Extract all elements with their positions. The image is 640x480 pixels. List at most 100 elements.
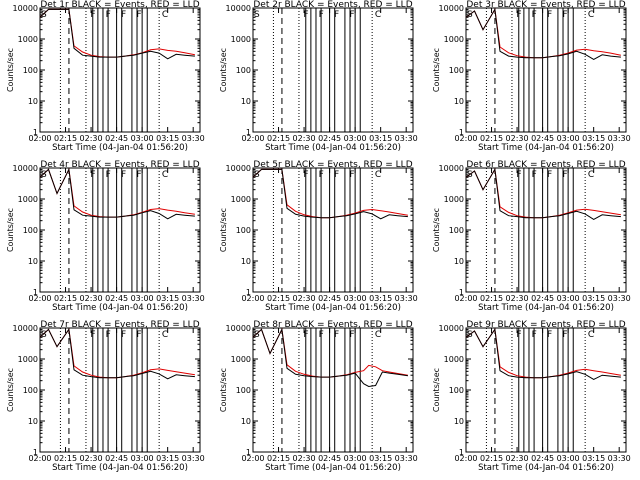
orbit-marker-label: F	[516, 10, 521, 20]
data-gap-box	[344, 167, 351, 293]
x-tick-label: 03:00	[344, 294, 367, 303]
events-rate-line	[39, 167, 195, 220]
y-tick-label: 100	[449, 386, 464, 395]
data-gap-box	[116, 7, 123, 133]
data-gap-box	[329, 7, 336, 133]
x-tick-label: 03:00	[131, 454, 154, 463]
y-tick-label: 100	[449, 226, 464, 235]
data-gap-box	[354, 327, 361, 453]
y-tick-label: 10	[454, 97, 464, 106]
y-tick-label: 10000	[13, 164, 38, 173]
x-tick-label: 02:00	[454, 134, 477, 143]
orbit-marker-label: F	[319, 170, 324, 180]
orbit-marker-label: F	[319, 330, 324, 340]
plot-frame	[252, 327, 414, 453]
orbit-marker-label: F	[334, 10, 339, 20]
y-tick-label: 10000	[13, 4, 38, 13]
panel-title: Det 1r BLACK = Events, RED = LLD	[40, 0, 199, 10]
y-tick-label: 10000	[439, 164, 464, 173]
y-tick-label: 1	[33, 128, 38, 137]
data-gap-box	[102, 327, 109, 453]
orbit-marker-label: F	[334, 330, 339, 340]
x-tick-label: 03:00	[557, 454, 580, 463]
orbit-marker-label: F	[562, 170, 567, 180]
y-tick-label: 100	[236, 386, 251, 395]
orbit-marker-label: F	[547, 10, 552, 20]
y-tick-label: 1000	[444, 355, 464, 364]
lld-rate-line	[252, 168, 408, 219]
orbit-marker-label: F	[106, 330, 111, 340]
data-gap-box	[518, 7, 525, 133]
x-tick-label: 02:30	[293, 294, 316, 303]
data-gap-box	[518, 167, 525, 293]
panel-title: Det 5r BLACK = Events, RED = LLD	[253, 160, 412, 170]
x-tick-label: 03:30	[608, 134, 631, 143]
panel-title: Det 7r BLACK = Events, RED = LLD	[40, 320, 199, 330]
x-tick-label: 03:30	[608, 454, 631, 463]
orbit-marker-label: F	[303, 330, 308, 340]
data-gap-box	[116, 167, 123, 293]
x-tick-label: 02:00	[454, 454, 477, 463]
x-tick-label: 03:15	[369, 294, 392, 303]
events-rate-line	[39, 8, 195, 60]
data-gap-box	[542, 327, 549, 453]
orbit-marker-label: C	[162, 170, 168, 180]
orbit-marker-label: S	[41, 330, 47, 340]
detector-panel-6: Det 6r BLACK = Events, RED = LLD 1 10 100 10…	[432, 160, 631, 313]
y-tick-label: 10	[454, 417, 464, 426]
y-tick-label: 1000	[18, 195, 38, 204]
orbit-marker-label: C	[588, 170, 594, 180]
orbit-marker-label: F	[136, 330, 141, 340]
x-tick-label: 03:15	[582, 294, 605, 303]
y-axis-label: Counts/sec	[432, 48, 441, 92]
data-gap-box	[315, 167, 322, 293]
x-tick-label: 03:15	[582, 134, 605, 143]
y-tick-label: 10	[454, 257, 464, 266]
data-gap-box	[131, 7, 138, 133]
x-tick-label: 02:30	[80, 454, 103, 463]
panel-title: Det 8r BLACK = Events, RED = LLD	[253, 320, 412, 330]
x-tick-label: 03:00	[344, 454, 367, 463]
lld-rate-line	[465, 328, 621, 379]
y-axis-label: Counts/sec	[6, 208, 15, 252]
x-tick-label: 03:00	[344, 134, 367, 143]
orbit-marker-label: F	[106, 170, 111, 180]
detector-panel-1: Det 1r BLACK = Events, RED = LLD 1 10 100 10…	[6, 0, 205, 153]
data-gap-box	[92, 167, 99, 293]
y-tick-label: 10000	[439, 324, 464, 333]
orbit-marker-label: F	[90, 330, 95, 340]
x-tick-label: 03:30	[182, 294, 205, 303]
x-tick-label: 02:00	[28, 294, 51, 303]
orbit-marker-label: C	[375, 170, 381, 180]
data-gap-box	[528, 7, 535, 133]
x-tick-label: 02:15	[267, 454, 290, 463]
y-tick-label: 10000	[226, 4, 251, 13]
x-tick-label: 03:30	[395, 294, 418, 303]
orbit-marker-label: C	[375, 330, 381, 340]
lld-rate-line	[39, 167, 195, 218]
x-tick-label: 03:15	[582, 454, 605, 463]
y-tick-label: 10000	[439, 4, 464, 13]
y-tick-label: 100	[236, 226, 251, 235]
data-gap-box	[305, 7, 312, 133]
data-gap-box	[141, 327, 148, 453]
data-gap-box	[92, 7, 99, 133]
y-tick-label: 1	[33, 288, 38, 297]
y-tick-label: 1000	[444, 195, 464, 204]
x-tick-label: 02:45	[318, 134, 341, 143]
y-tick-label: 1000	[231, 355, 251, 364]
x-axis-label: Start Time (04-Jan-04 01:56:20)	[52, 463, 188, 473]
data-gap-box	[518, 327, 525, 453]
data-gap-box	[354, 167, 361, 293]
x-tick-label: 02:15	[267, 294, 290, 303]
orbit-marker-label: S	[254, 170, 260, 180]
x-tick-label: 02:45	[105, 134, 128, 143]
y-tick-label: 10	[28, 257, 38, 266]
plot-frame	[252, 167, 414, 293]
detector-panel-5: Det 5r BLACK = Events, RED = LLD 1 10 100 10…	[219, 160, 418, 313]
y-tick-label: 100	[23, 226, 38, 235]
x-tick-label: 02:45	[318, 294, 341, 303]
detector-panel-8: Det 8r BLACK = Events, RED = LLD 1 10 100 10…	[219, 320, 418, 473]
data-gap-box	[542, 7, 549, 133]
x-tick-label: 03:15	[369, 454, 392, 463]
